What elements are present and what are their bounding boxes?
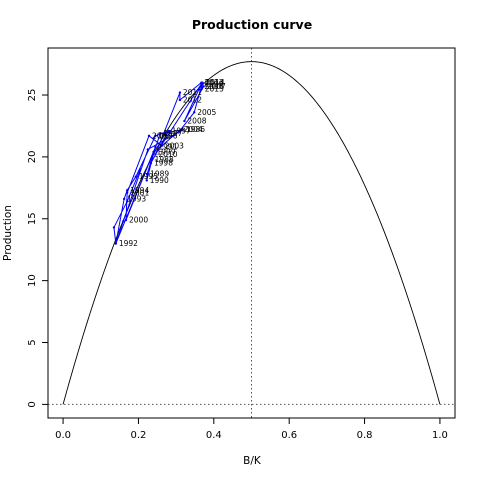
year-labels-layer: 1986198719881989199019911992199319941995… <box>119 78 226 248</box>
trajectory-point-8 <box>159 132 162 135</box>
trajectory-point-6 <box>181 128 185 131</box>
trajectory-point-0 <box>139 168 142 171</box>
trajectory-point-2 <box>112 226 116 229</box>
y-tick-label-3: 15 <box>27 212 38 225</box>
year-label-1988: 1988 <box>155 155 174 164</box>
year-label-2007: 2007 <box>207 82 226 91</box>
x-tick-label-1: 0.2 <box>130 430 146 441</box>
year-label-2002: 2002 <box>152 131 171 140</box>
chart-title: Production curve <box>192 17 312 32</box>
year-label-2011: 2011 <box>183 88 202 97</box>
trajectory-point-24 <box>160 144 164 147</box>
trajectory-point-5 <box>146 148 150 151</box>
trajectory-point-17 <box>154 134 157 138</box>
y-tick-label-2: 10 <box>27 274 38 287</box>
year-label-1998: 1998 <box>154 159 173 168</box>
trajectory-point-33 <box>178 98 182 102</box>
trajectory-point-4 <box>122 220 125 223</box>
year-label-2004: 2004 <box>184 125 203 134</box>
year-label-2014: 2014 <box>206 78 225 87</box>
year-label-2000: 2000 <box>129 216 148 225</box>
year-label-1992: 1992 <box>119 239 138 248</box>
x-axis-label: B/K <box>243 455 262 467</box>
trajectory-point-32 <box>178 91 182 94</box>
year-label-2010: 2010 <box>158 150 177 159</box>
trajectory-layer <box>112 81 205 245</box>
y-tick-label-5: 25 <box>27 89 38 102</box>
y-tick-label-4: 20 <box>27 151 38 164</box>
year-label-1987: 1987 <box>163 129 182 138</box>
x-tick-label-2: 0.4 <box>206 430 222 441</box>
trajectory-point-13 <box>114 242 118 245</box>
trajectory-point-29 <box>183 119 186 123</box>
x-tick-label-0: 0.0 <box>55 430 71 441</box>
trajectory-point-15 <box>125 189 129 192</box>
y-tick-label-1: 5 <box>27 339 38 345</box>
year-label-1993: 1993 <box>127 194 146 203</box>
year-label-1996: 1996 <box>158 131 177 140</box>
year-label-1995: 1995 <box>139 172 158 181</box>
year-label-1997: 1997 <box>172 126 191 135</box>
year-label-1990: 1990 <box>150 176 169 185</box>
trajectory-point-35 <box>201 81 204 84</box>
trajectory-point-19 <box>149 161 153 165</box>
trajectory-point-27 <box>200 85 203 88</box>
y-axis: 0 5 10 15 20 25 <box>27 89 49 408</box>
year-label-2012: 2012 <box>183 95 202 104</box>
trajectory-point-26 <box>193 111 196 114</box>
y-axis-label: Production <box>2 205 14 261</box>
year-label-2009: 2009 <box>204 79 223 88</box>
trajectory-point-21 <box>124 218 128 222</box>
year-label-2001: 2001 <box>130 188 149 197</box>
x-axis: 0.0 0.2 0.4 0.6 0.8 1.0 <box>55 417 448 441</box>
trajectory-point-36 <box>200 87 203 91</box>
year-label-1989: 1989 <box>150 170 169 179</box>
x-tick-label-4: 0.8 <box>357 430 373 441</box>
trajectory-point-11 <box>145 179 148 182</box>
year-label-2008: 2008 <box>187 117 206 126</box>
year-label-1986: 1986 <box>186 125 205 134</box>
trajectory-point-10 <box>145 173 149 176</box>
trajectory-point-31 <box>154 153 157 156</box>
year-label-2005: 2005 <box>197 108 216 117</box>
year-label-1994: 1994 <box>130 186 149 195</box>
trajectory-point-18 <box>167 129 170 133</box>
year-label-1991: 1991 <box>158 142 177 151</box>
year-label-2013: 2013 <box>204 78 223 87</box>
year-label-1999: 1999 <box>157 147 176 156</box>
year-label-2003: 2003 <box>165 141 184 150</box>
trajectory-point-22 <box>125 191 129 194</box>
trajectory-point-16 <box>134 175 138 178</box>
trajectory-point-1 <box>125 200 129 203</box>
trajectory-point-14 <box>122 197 126 201</box>
trajectory-point-28 <box>202 85 205 88</box>
x-tick-label-3: 0.6 <box>281 430 297 441</box>
y-tick-label-0: 0 <box>27 401 38 407</box>
x-tick-label-5: 1.0 <box>432 430 448 441</box>
trajectory-point-20 <box>152 150 155 154</box>
trajectory-point-12 <box>154 145 157 149</box>
year-label-2015: 2015 <box>205 84 224 93</box>
trajectory-point-25 <box>179 128 182 131</box>
year-label-2006: 2006 <box>204 82 223 91</box>
reference-lines-layer <box>48 48 455 418</box>
trajectory-point-9 <box>150 158 153 161</box>
trajectory-point-23 <box>147 134 151 138</box>
